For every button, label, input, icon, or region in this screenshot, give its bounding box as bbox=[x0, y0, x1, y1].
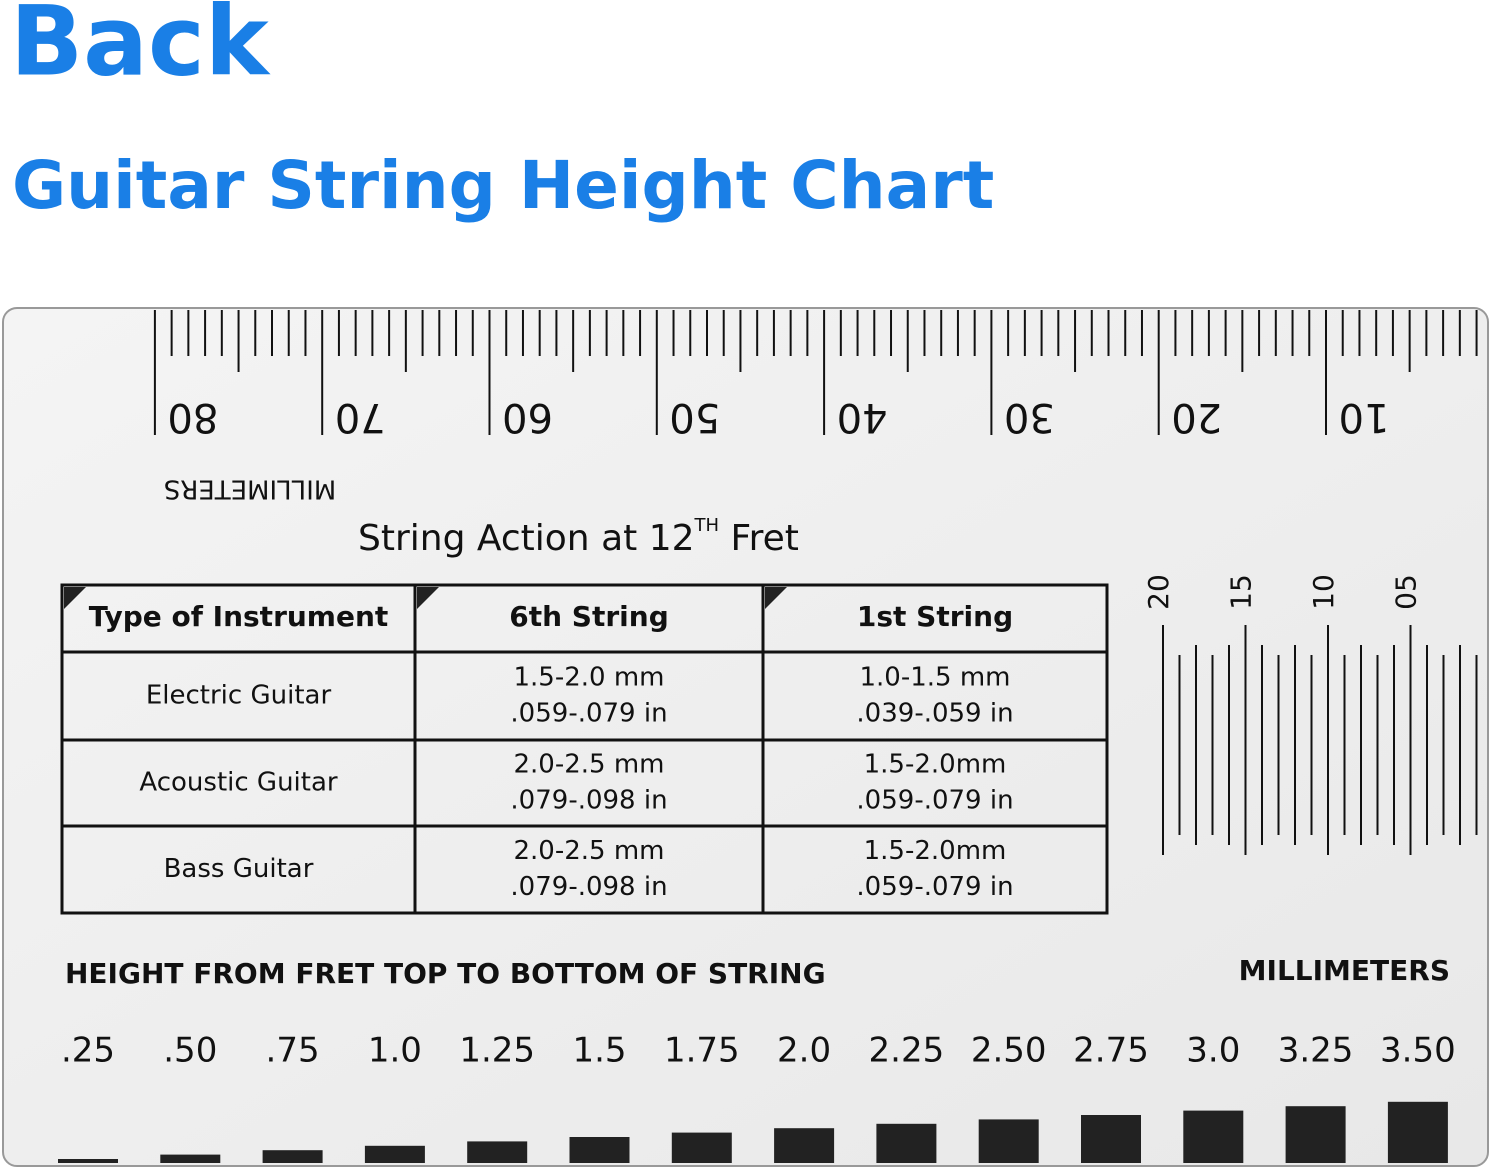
table-cell: 1.5-2.0mm bbox=[864, 750, 1007, 780]
ruler-label: 20 bbox=[1171, 394, 1222, 440]
gauge-step bbox=[1285, 1106, 1346, 1163]
gauge-label: 1.25 bbox=[459, 1031, 535, 1071]
table-cell: .079-.098 in bbox=[510, 786, 667, 816]
gauge-label: 2.25 bbox=[869, 1031, 945, 1071]
gauge-unit: MILLIMETERS bbox=[1239, 954, 1450, 987]
corner-mark bbox=[417, 587, 439, 609]
table-cell: .079-.098 in bbox=[510, 872, 667, 902]
table-cell: .039-.059 in bbox=[856, 699, 1013, 729]
ruler-label: 60 bbox=[502, 394, 553, 440]
gauge-step bbox=[569, 1137, 630, 1163]
ruler-label: 80 bbox=[167, 394, 218, 440]
gauge-label: 2.0 bbox=[777, 1031, 831, 1071]
heading-sup: TH bbox=[694, 515, 720, 536]
gauge-caption: HEIGHT FROM FRET TOP TO BOTTOM OF STRING bbox=[65, 957, 826, 990]
gauge-card bbox=[2, 307, 1489, 1167]
gauge-label: .50 bbox=[163, 1031, 217, 1071]
corner-mark bbox=[64, 587, 86, 609]
table-cell: 2.0-2.5 mm bbox=[514, 750, 665, 780]
table-cell: .059-.079 in bbox=[856, 872, 1013, 902]
subtitle: Guitar String Height Chart bbox=[12, 147, 994, 224]
table-header: 6th String bbox=[509, 600, 668, 633]
table-cell: Acoustic Guitar bbox=[139, 768, 338, 798]
table-cell: Bass Guitar bbox=[164, 854, 314, 884]
scale-label: 05 bbox=[1390, 574, 1423, 610]
table-cell: .059-.079 in bbox=[510, 699, 667, 729]
table-cell: 1.5-2.0 mm bbox=[514, 663, 665, 693]
gauge-step bbox=[671, 1132, 732, 1163]
gauge-step bbox=[774, 1128, 835, 1163]
gauge-label: 1.5 bbox=[572, 1031, 626, 1071]
gauge-label: 3.0 bbox=[1186, 1031, 1240, 1071]
ruler-label: 40 bbox=[837, 394, 888, 440]
scale-label: 15 bbox=[1225, 574, 1258, 610]
gauge-label: .75 bbox=[266, 1031, 320, 1071]
gauge-step bbox=[467, 1141, 528, 1163]
ruler-unit: MILLIMETERS bbox=[164, 474, 336, 504]
gauge-label: 2.50 bbox=[971, 1031, 1047, 1071]
title: Back bbox=[10, 0, 271, 97]
scale-label: 20 bbox=[1142, 574, 1175, 610]
heading-text: Fret bbox=[719, 518, 799, 559]
gauge-label: .25 bbox=[61, 1031, 115, 1071]
gauge-label: 3.50 bbox=[1380, 1031, 1456, 1071]
gauge-label: 3.25 bbox=[1278, 1031, 1354, 1071]
gauge-step bbox=[1387, 1101, 1448, 1163]
ruler-label: 50 bbox=[669, 394, 720, 440]
gauge-step bbox=[160, 1154, 221, 1163]
table-header: Type of Instrument bbox=[89, 600, 389, 633]
table-cell: 1.0-1.5 mm bbox=[860, 663, 1011, 693]
corner-mark bbox=[765, 587, 787, 609]
gauge-step bbox=[876, 1123, 937, 1163]
table-header: 1st String bbox=[857, 600, 1013, 633]
gauge-step bbox=[58, 1159, 118, 1163]
table-cell: 2.0-2.5 mm bbox=[514, 836, 665, 866]
table-heading: String Action at 12TH Fret bbox=[358, 515, 799, 559]
gauge-label: 1.75 bbox=[664, 1031, 740, 1071]
table-cell: .059-.079 in bbox=[856, 786, 1013, 816]
table-cell: 1.5-2.0mm bbox=[864, 836, 1007, 866]
ruler-label: 10 bbox=[1339, 394, 1390, 440]
ruler-label: 30 bbox=[1004, 394, 1055, 440]
gauge-step bbox=[1183, 1110, 1244, 1163]
table-cell: Electric Guitar bbox=[146, 681, 332, 711]
heading-text: String Action at 12 bbox=[358, 518, 695, 559]
scale-label: 10 bbox=[1307, 574, 1340, 610]
gauge-step bbox=[978, 1119, 1039, 1163]
gauge-step bbox=[262, 1150, 323, 1163]
gauge-step bbox=[364, 1145, 425, 1163]
ruler-label: 70 bbox=[335, 394, 386, 440]
table-frame bbox=[60, 583, 1109, 915]
gauge-step bbox=[1081, 1115, 1141, 1163]
gauge-label: 2.75 bbox=[1073, 1031, 1149, 1071]
gauge-label: 1.0 bbox=[368, 1031, 422, 1071]
